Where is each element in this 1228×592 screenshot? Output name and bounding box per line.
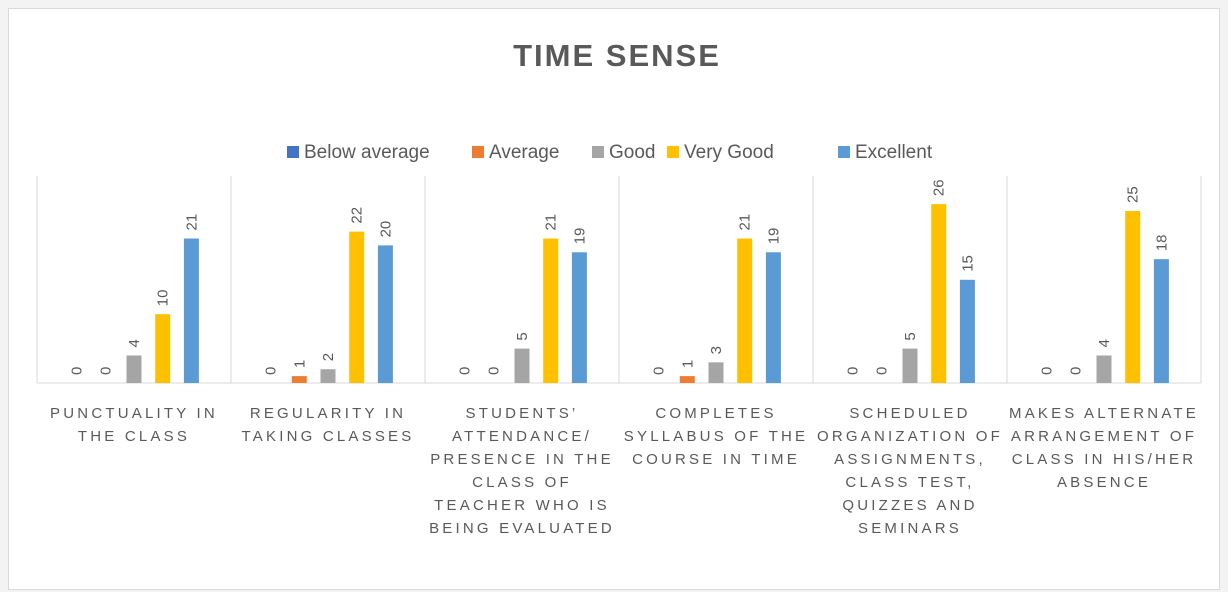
data-label: 1 [679,360,696,368]
data-label: 18 [1153,234,1170,251]
data-label: 19 [571,228,588,245]
data-label: 3 [708,346,725,354]
data-label: 21 [543,214,560,231]
data-label: 0 [845,367,862,375]
data-label: 5 [902,332,919,340]
data-label: 1 [291,360,308,368]
x-tick-label: SCHEDULED ORGANIZATION OF ASSIGNMENTS, C… [816,405,1004,537]
data-label: 0 [485,367,502,375]
x-tick-label: COMPLETES SYLLABUS OF THE COURSE IN TIME [623,405,809,468]
bar [931,204,947,383]
data-label: 26 [931,179,948,196]
legend-swatch [472,146,484,158]
bar [737,238,753,383]
legend-label: Below average [304,142,430,163]
data-label: 0 [263,367,280,375]
data-label: 0 [69,367,86,375]
legend-label: Very Good [684,142,774,163]
data-label: 0 [651,367,668,375]
data-label: 15 [959,255,976,272]
x-tick-label: PUNCTUALITY IN THE CLASS [50,405,218,445]
bar [959,279,975,383]
bar [679,376,695,383]
chart-title: TIME SENSE [513,38,721,73]
data-label: 21 [183,214,200,231]
legend-label: Good [609,142,655,163]
x-tick-label: MAKES ALTERNATE ARRANGEMENT OF CLASS IN … [1009,405,1199,491]
x-tick-label: STUDENTS’ ATTENDANCE/ PRESENCE IN THE CL… [429,405,615,537]
data-label: 0 [1039,367,1056,375]
bar [1096,355,1112,383]
bar [126,355,142,383]
bar [291,376,307,383]
data-label: 5 [514,332,531,340]
bar [543,238,559,383]
data-label: 22 [349,207,366,224]
bar [349,231,365,383]
bar [183,238,199,383]
data-label: 19 [765,228,782,245]
data-label: 25 [1125,186,1142,203]
legend-swatch [667,146,679,158]
chart-frame [8,8,1220,590]
bar [514,348,530,383]
bar [571,252,587,383]
data-label: 20 [377,221,394,238]
data-label: 0 [873,367,890,375]
data-label: 4 [1096,339,1113,347]
data-label: 0 [1067,367,1084,375]
bar [377,245,393,383]
bar [155,314,171,383]
bar [320,369,336,383]
bar [708,362,724,383]
bar [765,252,781,383]
data-label: 0 [97,367,114,375]
bar [902,348,918,383]
data-label: 10 [155,290,172,307]
legend-label: Excellent [855,142,933,163]
data-label: 4 [126,339,143,347]
data-label: 21 [737,214,754,231]
legend-swatch [287,146,299,158]
bar [1153,259,1169,383]
data-label: 2 [320,353,337,361]
legend-label: Average [489,142,559,163]
legend-swatch [838,146,850,158]
legend-swatch [592,146,604,158]
bar [1125,211,1141,383]
x-tick-label: REGULARITY IN TAKING CLASSES [241,405,415,445]
data-label: 0 [457,367,474,375]
